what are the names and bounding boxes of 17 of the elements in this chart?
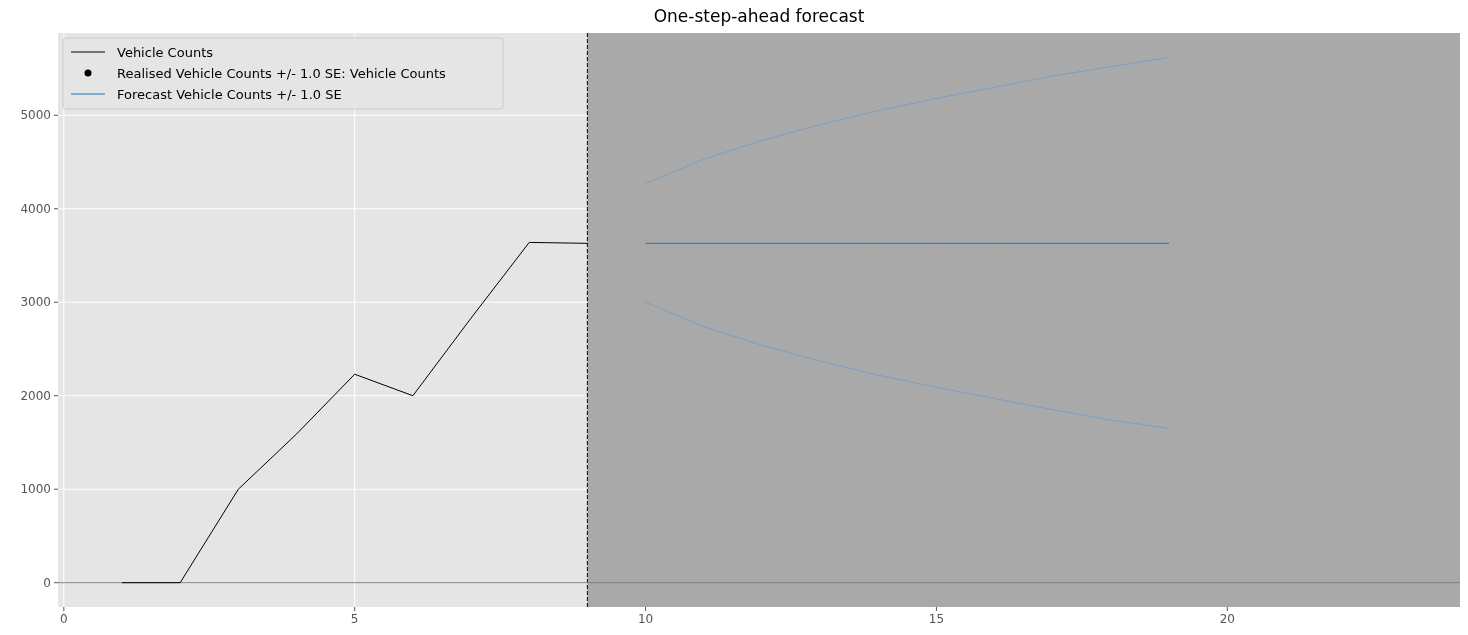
y-tick-label: 5000 [20,108,51,123]
x-tick-label: 20 [1219,612,1235,626]
y-tick-label: 1000 [20,482,51,497]
legend-label: Forecast Vehicle Counts +/- 1.0 SE [117,87,342,102]
x-tick-label: 15 [928,612,945,626]
legend-label: Realised Vehicle Counts +/- 1.0 SE: Vehicle Counts [117,66,447,81]
x-tick-label: 0 [60,612,68,626]
chart-title: One-step-ahead forecast [653,6,865,26]
legend-label: Vehicle Counts [117,45,214,60]
y-tick-label: 2000 [20,388,51,403]
x-tick-label: 5 [350,612,359,626]
line-series [645,56,1170,185]
y-tick-label: 4000 [20,201,51,216]
x-tick-label: 10 [637,612,654,626]
y-tick-label: 0 [43,575,51,590]
y-tick-label: 3000 [20,295,51,310]
line-series [645,301,1170,429]
